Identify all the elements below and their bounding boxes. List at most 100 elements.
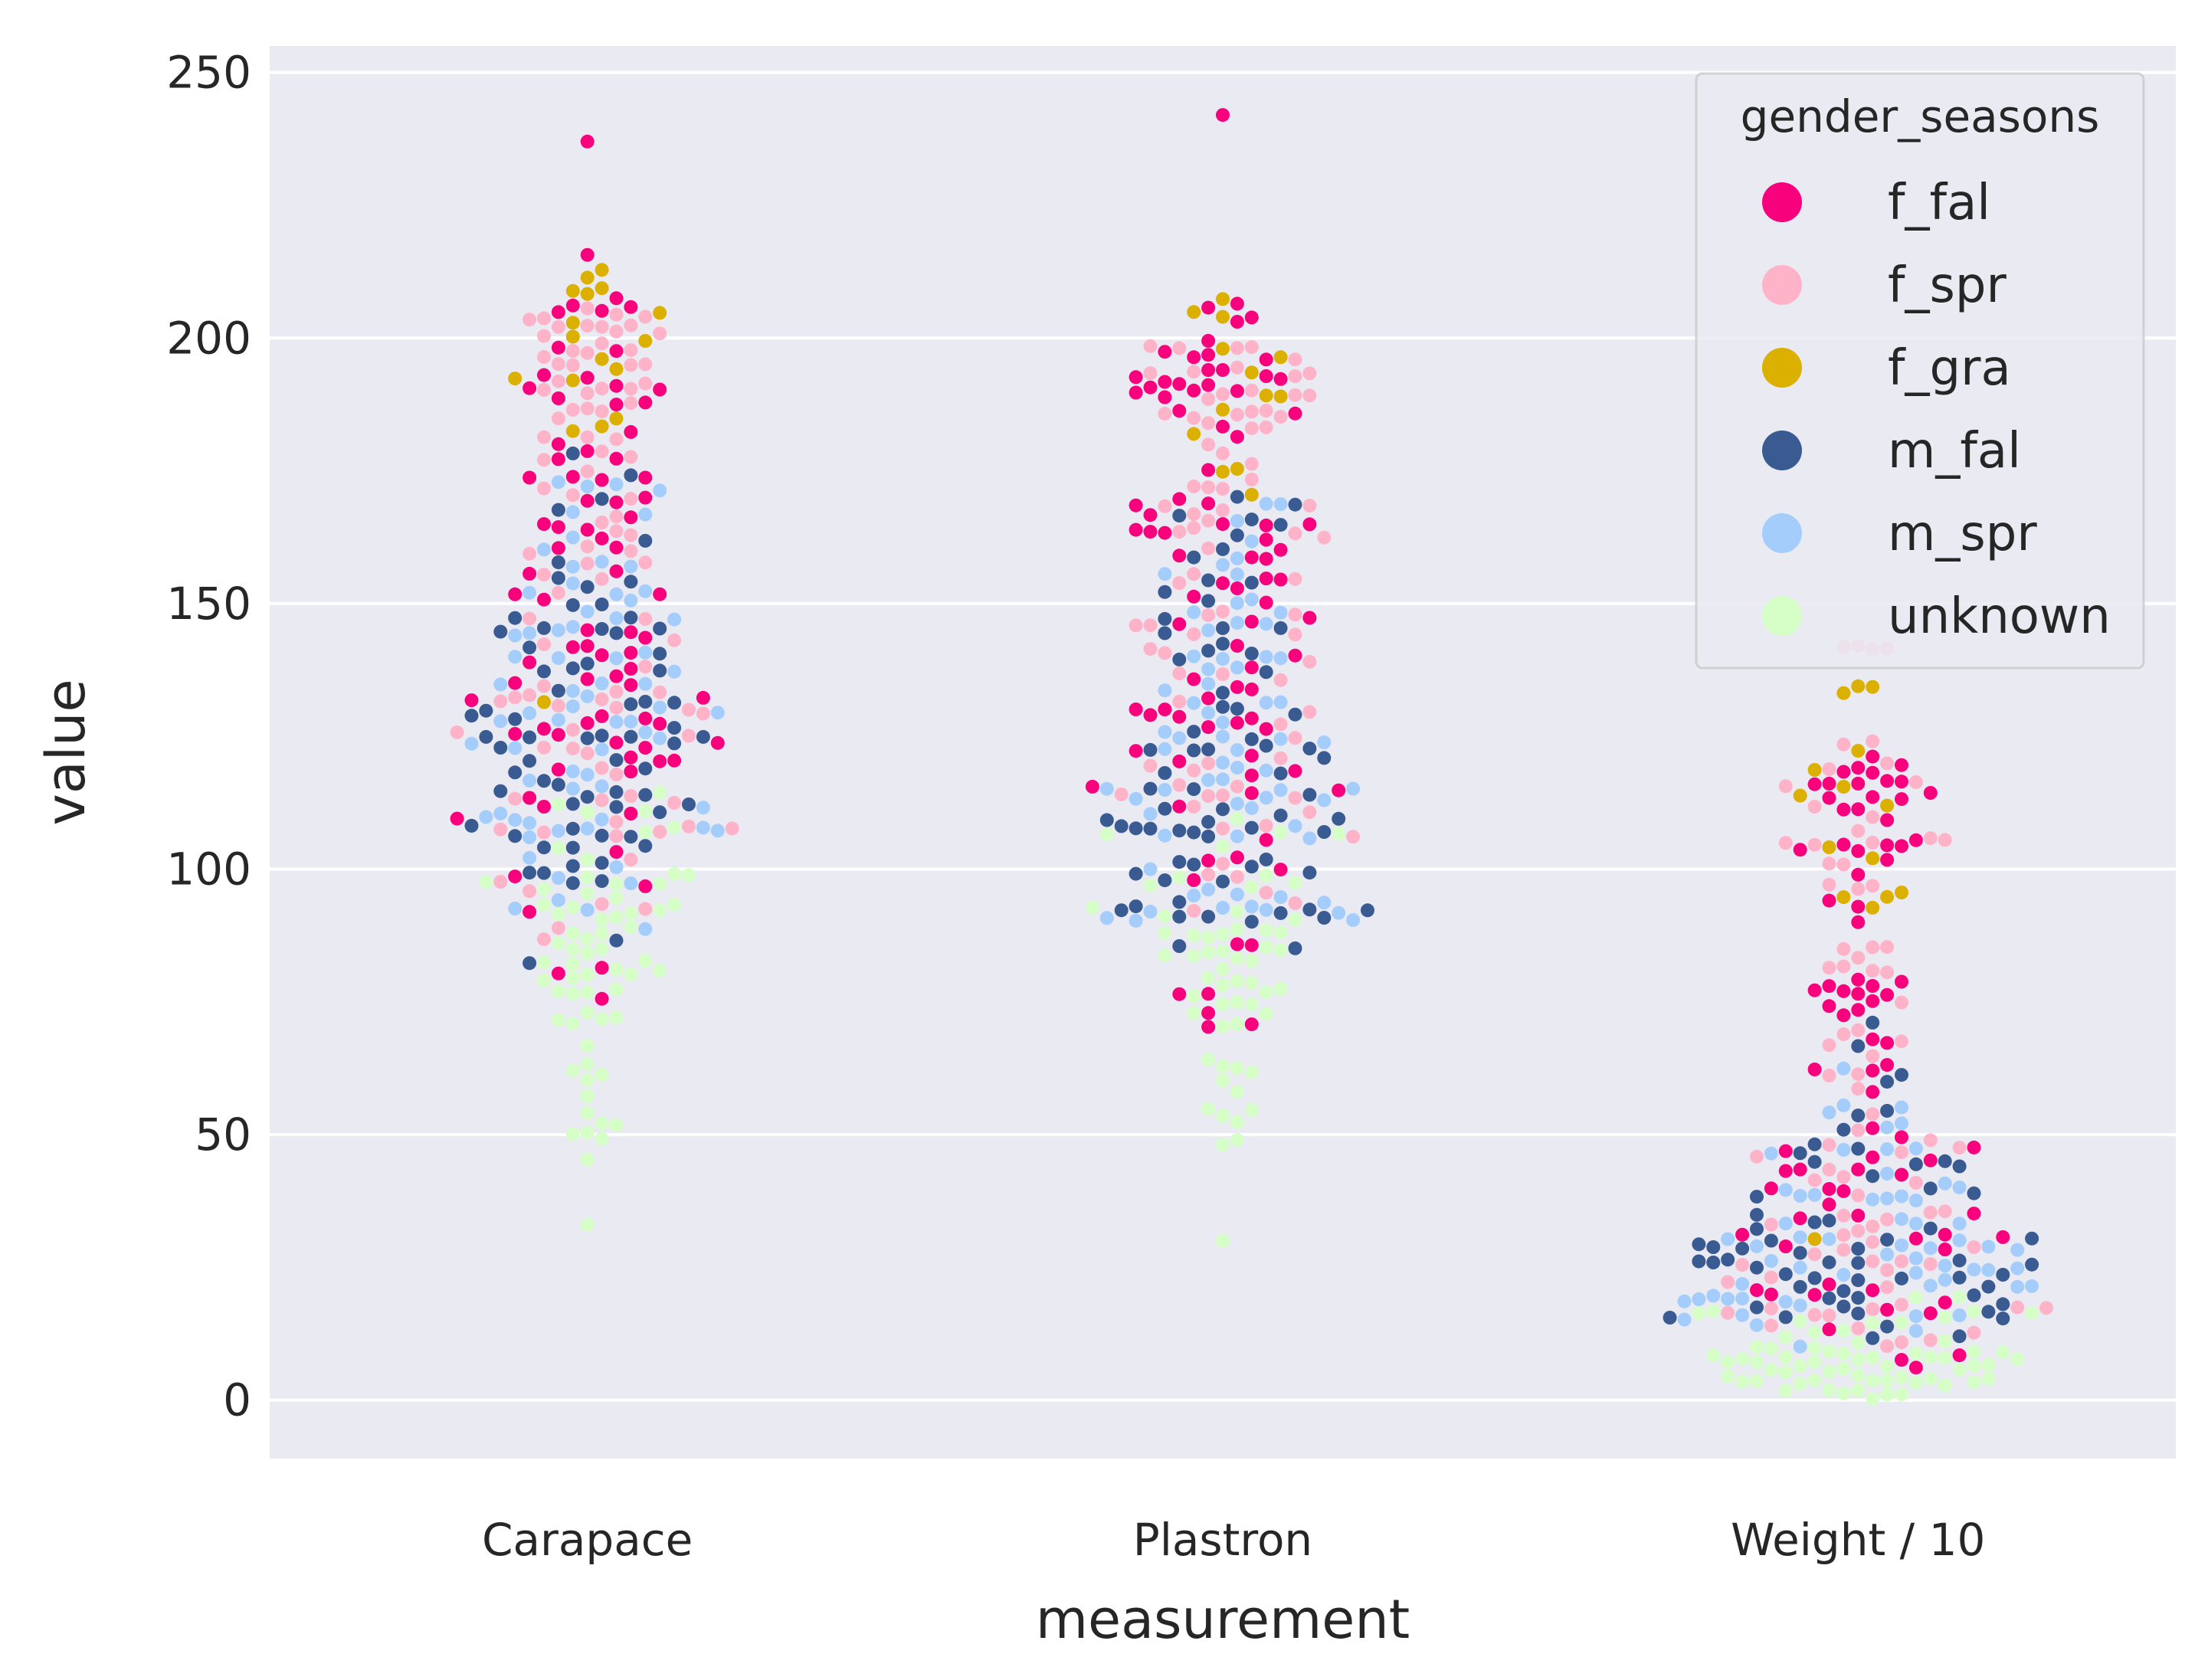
point-f_gra <box>580 270 595 285</box>
point-f_fal <box>1201 691 1216 706</box>
point-f_fal <box>1764 1287 1778 1302</box>
point-unknown <box>1866 1316 1880 1330</box>
point-m_spr <box>638 676 653 691</box>
point-m_fal <box>1866 1015 1880 1030</box>
legend: gender_seasons f_fal f_spr f_gra m_fal m_spr… <box>1695 72 2145 670</box>
point-m_spr <box>1187 649 1201 663</box>
point-f_fal <box>609 845 624 860</box>
point-unknown <box>609 891 624 905</box>
point-unknown <box>580 1089 595 1103</box>
point-f_fal <box>1302 517 1317 532</box>
point-f_spr <box>1259 404 1273 418</box>
point-f_spr <box>1851 1023 1866 1037</box>
point-f_fal <box>1259 369 1273 383</box>
point-f_spr <box>1822 1038 1836 1053</box>
point-m_spr <box>624 559 638 574</box>
point-f_spr <box>624 789 638 803</box>
point-unknown <box>479 875 493 889</box>
point-m_fal <box>1706 1256 1721 1269</box>
point-m_fal <box>1851 1256 1866 1270</box>
point-unknown <box>1259 940 1273 955</box>
point-f_spr <box>565 742 580 756</box>
point-m_fal <box>1114 819 1129 833</box>
point-f_fal <box>1158 345 1172 359</box>
point-f_spr <box>1952 1141 1967 1155</box>
point-f_spr <box>1302 805 1317 820</box>
y-tick-label: 200 <box>166 312 251 364</box>
point-m_fal <box>479 703 493 718</box>
point-f_gra <box>537 695 551 709</box>
point-m_spr <box>1721 1292 1735 1306</box>
point-m_spr <box>1158 725 1172 739</box>
point-f_fal <box>1187 350 1201 365</box>
point-m_fal <box>1143 821 1158 836</box>
point-unknown <box>1938 1351 1952 1365</box>
point-m_fal <box>1317 825 1332 839</box>
point-unknown <box>1836 1386 1851 1400</box>
point-f_spr <box>537 481 551 496</box>
point-m_fal <box>565 821 580 836</box>
point-f_fal <box>565 640 580 654</box>
point-f_spr <box>638 660 653 674</box>
point-m_fal <box>624 729 638 744</box>
point-unknown <box>1923 1350 1938 1364</box>
point-f_spr <box>1851 1082 1866 1096</box>
point-f_fal <box>1201 1020 1216 1034</box>
point-f_fal <box>1332 783 1346 797</box>
point-f_spr <box>1244 421 1259 436</box>
point-f_spr <box>1172 576 1187 591</box>
point-unknown <box>1230 1132 1244 1147</box>
point-m_fal <box>1201 644 1216 658</box>
point-unknown <box>580 805 595 820</box>
point-unknown <box>624 920 638 934</box>
point-m_fal <box>1187 550 1201 565</box>
point-m_spr <box>1923 1279 1938 1293</box>
point-m_fal <box>653 621 667 636</box>
point-m_fal <box>1302 788 1317 802</box>
point-unknown <box>1216 1233 1230 1248</box>
point-unknown <box>1230 951 1244 966</box>
point-m_fal <box>493 624 508 639</box>
point-unknown <box>1836 1346 1851 1361</box>
point-m_fal <box>1273 766 1288 781</box>
point-f_fal <box>1908 1231 1923 1246</box>
point-f_spr <box>565 722 580 737</box>
point-unknown <box>1230 922 1244 936</box>
point-f_gra <box>1793 788 1807 803</box>
point-m_spr <box>1908 1141 1923 1156</box>
point-f_fal <box>565 298 580 313</box>
x-axis-label: measurement <box>1036 1588 1410 1651</box>
point-f_spr <box>1880 1339 1895 1354</box>
point-m_spr <box>667 664 682 679</box>
point-f_fal <box>1851 761 1866 775</box>
point-f_spr <box>1230 408 1244 422</box>
point-f_fal <box>580 623 595 637</box>
point-f_spr <box>2010 1300 2025 1315</box>
point-unknown <box>638 804 653 818</box>
point-m_spr <box>1908 1251 1923 1266</box>
point-f_fal <box>523 905 537 919</box>
point-m_fal <box>551 778 565 792</box>
point-f_spr <box>624 358 638 372</box>
point-f_spr <box>1721 1275 1735 1289</box>
point-f_spr <box>1923 831 1938 846</box>
point-f_fal <box>1244 768 1259 783</box>
point-m_fal <box>1866 1331 1880 1345</box>
point-unknown <box>1216 978 1230 993</box>
point-m_fal <box>624 830 638 844</box>
point-m_fal <box>1807 1154 1822 1169</box>
point-f_spr <box>1201 480 1216 495</box>
point-f_fal <box>1895 792 1908 807</box>
point-m_fal <box>1244 513 1259 527</box>
point-f_spr <box>624 343 638 358</box>
point-f_spr <box>1288 607 1302 622</box>
point-f_fal <box>1996 1230 2010 1244</box>
point-m_fal <box>1317 911 1332 925</box>
point-f_spr <box>551 374 565 388</box>
point-unknown <box>1706 1304 1721 1318</box>
point-unknown <box>537 898 551 912</box>
point-unknown <box>580 932 595 946</box>
point-f_gra <box>1880 798 1895 813</box>
point-f_gra <box>609 411 624 426</box>
point-m_fal <box>565 598 580 612</box>
